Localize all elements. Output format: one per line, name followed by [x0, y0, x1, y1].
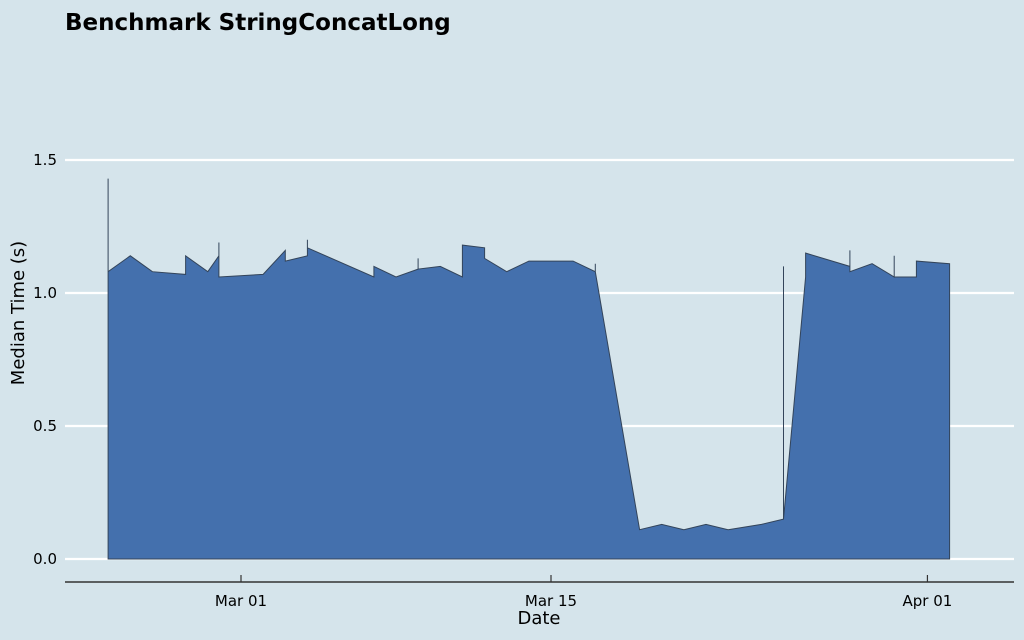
- x-tick-label: Mar 15: [525, 592, 577, 610]
- x-tick-label: Apr 01: [903, 592, 953, 610]
- x-axis-title: Date: [517, 608, 560, 629]
- chart-title: Benchmark StringConcatLong: [65, 10, 451, 36]
- y-tick-label: 0.0: [33, 550, 57, 568]
- y-tick-label: 1.5: [33, 151, 57, 169]
- y-tick-label: 0.5: [33, 417, 57, 435]
- y-axis-title: Median Time (s): [8, 241, 29, 385]
- x-tick-label: Mar 01: [215, 592, 267, 610]
- area-series: [107, 178, 951, 560]
- y-axis-ticks: 0.0 0.5 1.0 1.5: [33, 151, 57, 568]
- x-axis-ticks: Mar 01 Mar 15 Apr 01: [215, 575, 952, 610]
- y-tick-label: 1.0: [33, 284, 57, 302]
